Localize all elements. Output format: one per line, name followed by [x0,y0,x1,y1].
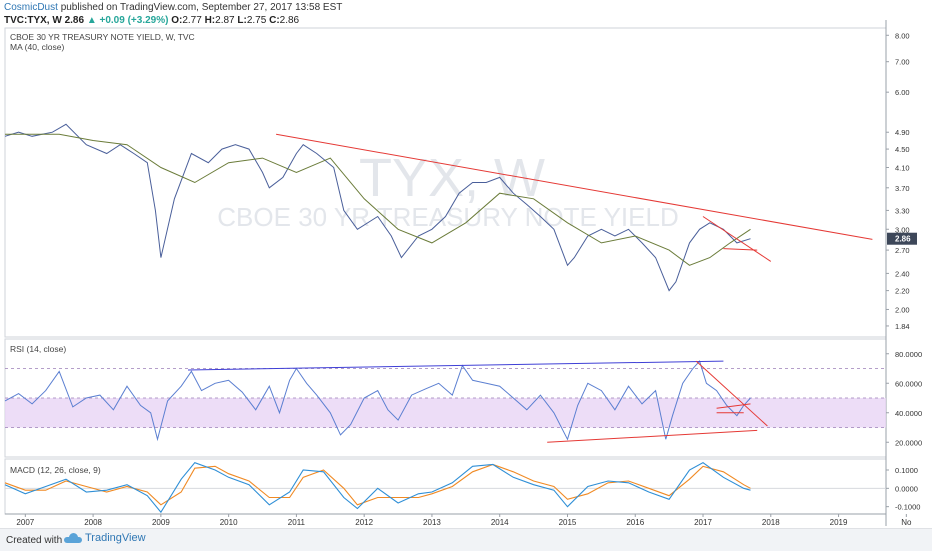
rsi-tick-label: 40.0000 [895,409,922,418]
rsi-tick-label: 80.0000 [895,350,922,359]
price-trendline-1 [276,133,873,240]
price-tick-label: 2.00 [895,305,910,314]
price-trendline-2 [702,216,772,262]
time-tick-label: 2008 [84,518,102,527]
price-tick-label: 4.50 [895,145,910,154]
price-line [4,123,751,292]
author-link[interactable]: CosmicDust [4,2,58,13]
price-tick-label: 3.70 [895,184,910,193]
time-tick-label: 2012 [355,518,373,527]
macd-indicator-label: MACD (12, 26, close, 9) [10,465,101,475]
price-tick-label: 4.90 [895,128,910,137]
price-trendline-3 [723,248,758,251]
symbol-label: TVC:TYX, W [4,15,62,26]
time-tick-label: 2016 [626,518,644,527]
footer-bar: Created with TradingView [0,528,932,551]
last-price: 2.86 [64,15,85,26]
brand-name: TradingView [85,532,146,544]
time-tick-label: 2010 [220,518,238,527]
time-tick-label: 2017 [694,518,712,527]
macd-tick-label: 0.1000 [895,466,918,475]
time-tick-label: 2013 [423,518,441,527]
macd-line [4,462,751,514]
publication-line: CosmicDust published on TradingView.com,… [4,2,342,13]
price-tick-label: 2.20 [895,287,910,296]
time-tick-label: 2011 [288,518,306,527]
signal-line [4,463,751,506]
time-tick-label: 2007 [16,518,34,527]
price-tick-label: 8.00 [895,31,910,40]
time-tick-label: 2009 [152,518,170,527]
rsi-tick-label: 60.0000 [895,379,922,388]
price-tick-label: 2.40 [895,269,910,278]
low-value: 2.75 [246,15,267,26]
price-tick-label: 7.00 [895,58,910,67]
created-with-text: Created with [6,535,63,546]
macd-pane-frame [4,458,887,515]
watermark-symbol: TYX, W [359,148,545,208]
published-text: published on TradingView.com, September … [60,2,343,13]
time-tick-label: 2018 [762,518,780,527]
price-tick-label: 6.00 [895,88,910,97]
ma-line [5,133,751,266]
open-value: 2.77 [182,15,202,26]
price-tick-label: 1.84 [895,322,910,331]
tradingview-logo[interactable]: TradingView [64,532,146,544]
ohlc-values: O:2.77 H:2.87 L:2.75 C:2.86 [171,15,300,26]
up-arrow-icon: ▲ [86,15,97,26]
symbol-ohlc-line: TVC:TYX, W 2.86 ▲ +0.09 (+3.29%) O:2.77 … [4,15,299,26]
ma-indicator-label: MA (40, close) [10,42,64,52]
time-tick-label: No [901,518,912,527]
watermark-name: CBOE 30 YR TREASURY NOTE YIELD [217,202,678,232]
rsi-trendline-3 [695,360,768,427]
price-pane-title: CBOE 30 YR TREASURY NOTE YIELD, W, TVC [10,32,195,42]
rsi-trendline-2 [547,429,758,443]
rsi-line [4,360,751,442]
price-tick-label: 2.70 [895,246,910,255]
macd-tick-label: 0.0000 [895,484,918,493]
time-tick-label: 2014 [491,518,509,527]
macd-tick-label: -0.1000 [895,503,920,512]
time-tick-label: 2019 [830,518,848,527]
rsi-tick-label: 20.0000 [895,438,922,447]
price-change: +0.09 (+3.29%) [99,15,169,26]
rsi-trendline-4 [716,403,751,409]
close-value: 2.86 [279,15,300,26]
time-tick-label: 2015 [559,518,577,527]
price-tick-label: 3.00 [895,225,910,234]
tradingview-cloud-icon [64,533,82,543]
price-tick-label: 4.10 [895,163,910,172]
high-value: 2.87 [215,15,235,26]
rsi-trendline-1 [187,360,724,371]
last-price-badge [887,232,917,245]
last-price-badge-label: 2.86 [895,235,911,244]
rsi-band [5,398,886,428]
rsi-indicator-label: RSI (14, close) [10,344,66,354]
price-tick-label: 3.30 [895,206,910,215]
